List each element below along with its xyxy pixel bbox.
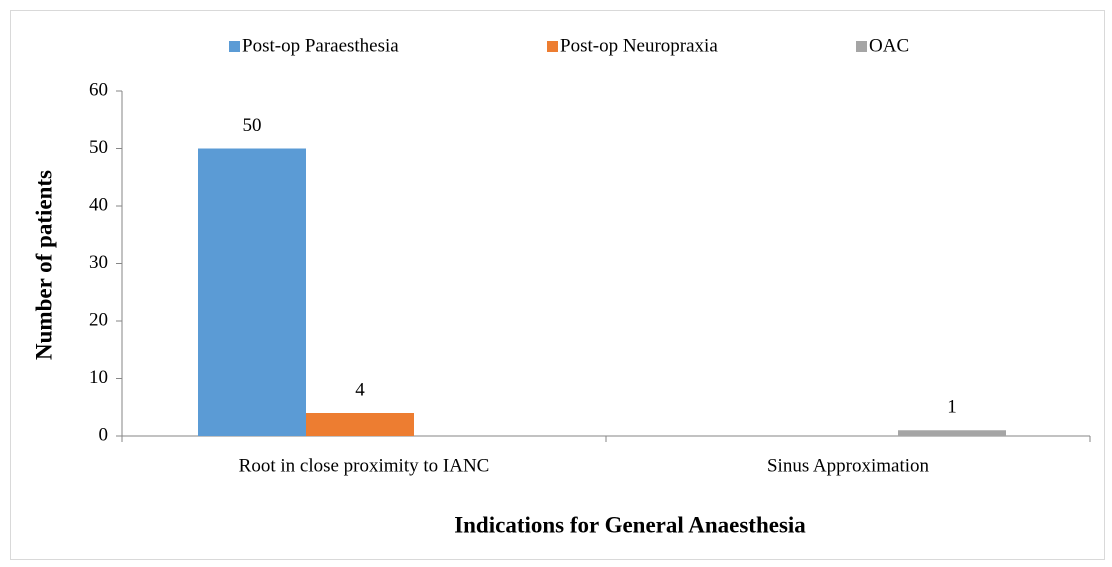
bar <box>898 430 1006 436</box>
y-tick-label: 30 <box>89 252 108 273</box>
y-axis-title: Number of patients <box>31 170 56 360</box>
legend-label: Post-op Neuropraxia <box>560 35 718 56</box>
x-axis-title: Indications for General Anaesthesia <box>454 512 806 537</box>
bar <box>198 148 306 436</box>
y-tick-label: 60 <box>89 79 108 100</box>
y-tick-label: 40 <box>89 194 108 215</box>
legend-swatch <box>229 41 240 52</box>
data-label: 1 <box>947 397 957 418</box>
x-tick-label: Root in close proximity to IANC <box>239 455 490 476</box>
bar <box>306 413 414 436</box>
chart-frame <box>10 10 1105 560</box>
legend-label: OAC <box>869 35 909 56</box>
data-label: 50 <box>243 115 262 136</box>
data-label: 4 <box>355 379 365 400</box>
legend-swatch <box>547 41 558 52</box>
y-tick-label: 50 <box>89 137 108 158</box>
y-tick-label: 0 <box>99 424 109 445</box>
y-tick-label: 10 <box>89 367 108 388</box>
legend-label: Post-op Paraesthesia <box>242 35 399 56</box>
y-tick-label: 20 <box>89 309 108 330</box>
x-tick-label: Sinus Approximation <box>767 455 930 476</box>
legend-swatch <box>856 41 867 52</box>
